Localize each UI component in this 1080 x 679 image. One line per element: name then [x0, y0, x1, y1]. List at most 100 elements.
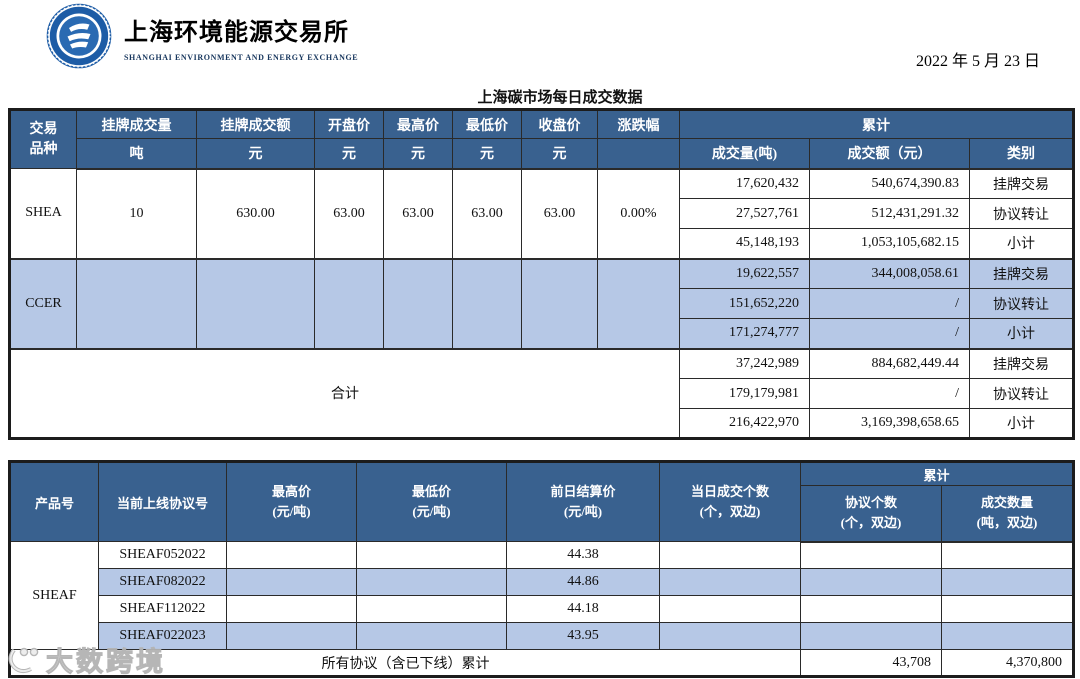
cell-cum-volume: 45,148,193 [679, 228, 810, 259]
empty-unit-cell [597, 138, 680, 170]
cell-shea-high: 63.00 [383, 168, 453, 259]
cell-category: 小计 [969, 228, 1074, 259]
table-row: SHEA 10 630.00 63.00 63.00 63.00 63.00 0… [9, 168, 1074, 259]
cell-shea-open: 63.00 [314, 168, 384, 259]
empty-cell [356, 541, 507, 569]
table-row: SHEAF022023 43.95 [10, 622, 1075, 650]
company-block: 上海环境能源交易所 SHANGHAI ENVIRONMENT AND ENERG… [124, 12, 358, 62]
cell-cum-amount: / [809, 288, 970, 319]
unit-yuan: 元 [196, 138, 315, 170]
col-header-close: 收盘价 [521, 109, 598, 139]
empty-cell [226, 541, 357, 569]
empty-cell [940, 622, 1075, 650]
report-date: 2022 年 5 月 23 日 [915, 53, 1040, 70]
empty-cell [226, 622, 357, 650]
col-header-low: 最低价 [452, 109, 522, 139]
cell-shea-close: 63.00 [521, 168, 598, 259]
company-name-english: SHANGHAI ENVIRONMENT AND ENERGY EXCHANGE [124, 53, 359, 62]
cell-cum-volume: 151,652,220 [679, 288, 810, 319]
col-header-category: 类别 [969, 138, 1074, 170]
cell-cum-volume: 179,179,981 [679, 378, 810, 409]
table-row: 216,422,970 3,169,398,658.65 小计 [10, 408, 1074, 439]
col-header-cum-volume: 成交量(吨) [679, 138, 810, 170]
col-header-high: 最高价 (元/吨) [226, 461, 357, 542]
empty-cell [659, 595, 801, 623]
cell-cum-amount: 512,431,291.32 [809, 198, 970, 229]
empty-cell [659, 541, 801, 569]
cell-category: 协议转让 [969, 288, 1074, 319]
cell-protocol-id: SHEAF112022 [98, 595, 227, 623]
cell-shea-volume: 10 [76, 168, 197, 259]
daily-market-table: 交易 品种 挂牌成交量 挂牌成交额 开盘价 最高价 最低价 收盘价 涨跌幅 累计… [8, 108, 1075, 440]
col-header-cumulative: 累计 [679, 109, 1074, 139]
sheaf-protocol-table: 产品号 当前上线协议号 最高价 (元/吨) 最低价 (元/吨) 前日结算价 (元… [8, 460, 1076, 678]
table-row: SHEAF082022 44.86 [10, 568, 1075, 596]
empty-cell [597, 257, 680, 349]
empty-cell [356, 568, 507, 596]
unit-yuan: 元 [521, 138, 598, 170]
cell-settle-price: 44.38 [506, 541, 660, 569]
empty-cell [226, 595, 357, 623]
cell-cum-volume: 216,422,970 [679, 408, 810, 439]
cell-cum-volume: 19,622,557 [679, 257, 810, 289]
cell-category: 挂牌交易 [969, 347, 1074, 379]
cell-cum-amount: / [809, 318, 970, 349]
cell-settle-price: 44.18 [506, 595, 660, 623]
unit-yuan: 元 [383, 138, 453, 170]
col-header-deal-volume: 成交数量 (吨，双边) [940, 485, 1075, 543]
cell-category: 小计 [969, 318, 1074, 349]
cell-category: 协议转让 [969, 198, 1074, 229]
empty-cell [800, 595, 942, 623]
empty-cell [800, 568, 942, 596]
cell-cum-volume: 17,620,432 [679, 168, 810, 199]
cell-cum-volume: 27,527,761 [679, 198, 810, 229]
empty-cell [521, 257, 598, 349]
empty-cell [356, 595, 507, 623]
empty-cell [940, 595, 1075, 623]
exchange-logo-icon [46, 3, 112, 69]
cell-shea-low: 63.00 [452, 168, 522, 259]
cell-category: 挂牌交易 [969, 257, 1074, 289]
cell-cum-amount: 540,674,390.83 [809, 168, 970, 199]
empty-cell [659, 568, 801, 596]
table-row: 45,148,193 1,053,105,682.15 小计 [10, 228, 1074, 259]
cell-settle-price: 43.95 [506, 622, 660, 650]
table-row: 合计 37,242,989 884,682,449.44 挂牌交易 [9, 347, 1074, 439]
cell-ccer-code: CCER [9, 257, 77, 349]
empty-cell [226, 568, 357, 596]
cell-all-protocols-label: 所有协议（含已下线）累计 [9, 649, 801, 677]
col-header-low: 最低价 (元/吨) [356, 461, 507, 542]
cell-footer-volume: 4,370,800 [940, 649, 1075, 677]
cell-cum-amount: / [809, 378, 970, 409]
table-row: 27,527,761 512,431,291.32 协议转让 [10, 198, 1074, 229]
col-header-protocol: 当前上线协议号 [98, 461, 227, 542]
table-row: SHEAF SHEAF052022 44.38 [9, 541, 1075, 650]
cell-shea-code: SHEA [9, 168, 77, 259]
col-header-change: 涨跌幅 [597, 109, 680, 139]
unit-yuan: 元 [452, 138, 522, 170]
col-header-cum-amount: 成交额（元） [809, 138, 970, 170]
cell-cum-volume: 37,242,989 [679, 347, 810, 379]
col-header-open: 开盘价 [314, 109, 384, 139]
table-row: 171,274,777 / 小计 [10, 318, 1074, 349]
unit-yuan: 元 [314, 138, 384, 170]
col-header-listed-amount: 挂牌成交额 [196, 109, 315, 139]
empty-cell [452, 257, 522, 349]
col-header-high: 最高价 [383, 109, 453, 139]
cell-category: 协议转让 [969, 378, 1074, 409]
table-row: 151,652,220 / 协议转让 [10, 288, 1074, 319]
table-row: 179,179,981 / 协议转让 [10, 378, 1074, 409]
col-header-listed-volume: 挂牌成交量 [76, 109, 197, 139]
col-header-variety: 交易 品种 [9, 109, 77, 169]
table-row: CCER 19,622,557 344,008,058.61 挂牌交易 [9, 257, 1074, 349]
col-header-product: 产品号 [9, 461, 99, 542]
empty-cell [383, 257, 453, 349]
cell-shea-change: 0.00% [597, 168, 680, 259]
cell-cum-amount: 1,053,105,682.15 [809, 228, 970, 259]
cell-cum-amount: 3,169,398,658.65 [809, 408, 970, 439]
empty-cell [940, 568, 1075, 596]
empty-cell [800, 622, 942, 650]
cell-shea-amount: 630.00 [196, 168, 315, 259]
cell-footer-proto-count: 43,708 [800, 649, 942, 677]
cell-cum-amount: 884,682,449.44 [809, 347, 970, 379]
